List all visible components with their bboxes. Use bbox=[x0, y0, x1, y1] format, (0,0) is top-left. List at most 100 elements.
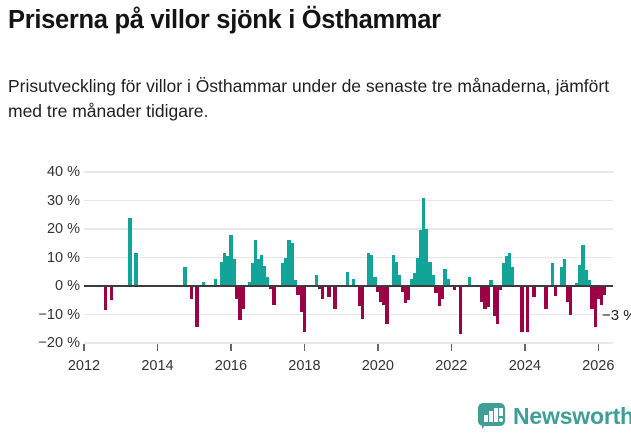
chart-bar bbox=[415, 257, 420, 286]
gridline bbox=[84, 342, 613, 344]
chart-bar bbox=[357, 286, 362, 306]
chart-bar bbox=[250, 263, 254, 286]
chart-bar bbox=[333, 286, 337, 309]
chart-bar bbox=[287, 240, 291, 286]
chart-bar bbox=[195, 286, 199, 328]
chart-bar bbox=[373, 277, 377, 286]
chart-bar bbox=[128, 217, 132, 286]
chart-bar bbox=[569, 286, 573, 315]
chart-bar bbox=[109, 286, 114, 301]
chart-bar bbox=[226, 256, 230, 286]
chart-bar bbox=[351, 278, 355, 286]
chart-bar bbox=[299, 286, 304, 312]
chart-bar bbox=[103, 286, 107, 311]
x-axis-tick-mark bbox=[597, 344, 600, 351]
chart-bar bbox=[281, 263, 285, 286]
bar-series bbox=[84, 172, 613, 343]
chart-bar bbox=[382, 286, 386, 305]
x-axis-tick-label: 2022 bbox=[435, 358, 468, 374]
x-axis-tick-label: 2018 bbox=[288, 358, 321, 374]
chart-bar bbox=[550, 263, 555, 286]
chart-bar bbox=[559, 267, 564, 286]
y-axis-tick-label: 30 % bbox=[46, 192, 80, 209]
x-axis-tick-mark bbox=[156, 344, 159, 351]
chart-bar bbox=[296, 286, 300, 295]
gridline bbox=[84, 228, 613, 230]
chart-bar bbox=[553, 286, 557, 296]
chart-bar bbox=[593, 286, 598, 328]
gridline bbox=[84, 313, 613, 316]
x-axis-tick-label: 2014 bbox=[141, 358, 174, 374]
chart-bar bbox=[483, 286, 487, 309]
y-axis-tick-label: 40 % bbox=[46, 164, 80, 180]
chart-bar bbox=[431, 274, 435, 286]
chart-bar bbox=[247, 281, 251, 286]
chart-bar bbox=[385, 286, 389, 325]
chart-bar bbox=[446, 278, 451, 286]
chart-bar bbox=[406, 286, 411, 301]
chart-bar bbox=[235, 286, 239, 299]
chart-bar bbox=[397, 274, 401, 286]
gridline bbox=[84, 199, 613, 202]
chart-bar bbox=[584, 270, 588, 286]
chart-bar bbox=[238, 286, 242, 321]
chart-bar bbox=[189, 286, 193, 299]
chart-bar bbox=[578, 264, 582, 286]
chart-bar bbox=[263, 266, 267, 286]
chart-bar bbox=[422, 197, 426, 286]
chart-bar bbox=[452, 286, 456, 291]
chart-bar bbox=[409, 278, 414, 286]
chart-bar bbox=[232, 258, 236, 286]
chart-bar bbox=[495, 286, 499, 325]
chart-subtitle: Prisutveckling för villor i Östhammar un… bbox=[8, 76, 610, 121]
chart-bar bbox=[440, 286, 444, 299]
x-axis-tick-label: 2020 bbox=[361, 358, 394, 374]
chart-bar bbox=[290, 243, 294, 286]
chart-bar bbox=[562, 258, 567, 286]
chart-bar bbox=[599, 286, 603, 305]
chart-bar bbox=[376, 286, 380, 292]
chart-bar bbox=[318, 286, 322, 289]
chart-bar bbox=[302, 286, 307, 332]
chart-bar bbox=[480, 286, 484, 302]
chart-bar bbox=[183, 267, 187, 286]
chart-bar bbox=[345, 271, 350, 286]
chart-bar bbox=[504, 256, 509, 286]
chart-bar bbox=[532, 286, 536, 298]
chart-bar bbox=[428, 261, 432, 286]
x-axis-tick-mark bbox=[450, 344, 453, 351]
chart-bar bbox=[201, 281, 206, 286]
x-axis-tick-mark bbox=[83, 344, 85, 351]
chart-bar bbox=[314, 274, 319, 286]
chart-bar bbox=[259, 254, 264, 286]
x-axis-tick-mark bbox=[230, 344, 232, 351]
chart-bar bbox=[544, 286, 548, 309]
chart-bar bbox=[229, 234, 233, 286]
chart-bar bbox=[458, 286, 463, 335]
chart-bar bbox=[596, 286, 600, 299]
chart-bar bbox=[403, 286, 408, 304]
chart-bar bbox=[437, 286, 441, 306]
chart-bar bbox=[489, 280, 493, 286]
chart-bar bbox=[272, 286, 276, 305]
chart-bar bbox=[443, 268, 447, 286]
chart-bar bbox=[284, 257, 288, 286]
chart-bar bbox=[575, 283, 579, 286]
chart-bar bbox=[468, 277, 472, 286]
chart-bar bbox=[360, 286, 365, 319]
chart-bar bbox=[581, 244, 585, 286]
x-axis-tick-mark bbox=[377, 344, 379, 351]
plot-area bbox=[84, 171, 613, 344]
bar-chart-bubble-icon bbox=[478, 403, 505, 430]
chart-bar bbox=[220, 261, 224, 286]
chart-bar bbox=[590, 286, 594, 309]
chart-bar bbox=[321, 286, 325, 299]
x-axis-tick-label: 2012 bbox=[67, 358, 101, 374]
chart-bar bbox=[256, 258, 261, 286]
chart-bar bbox=[367, 253, 371, 286]
chart-bar bbox=[394, 261, 398, 286]
x-axis-tick-mark bbox=[524, 344, 526, 351]
chart-bar bbox=[486, 286, 490, 308]
